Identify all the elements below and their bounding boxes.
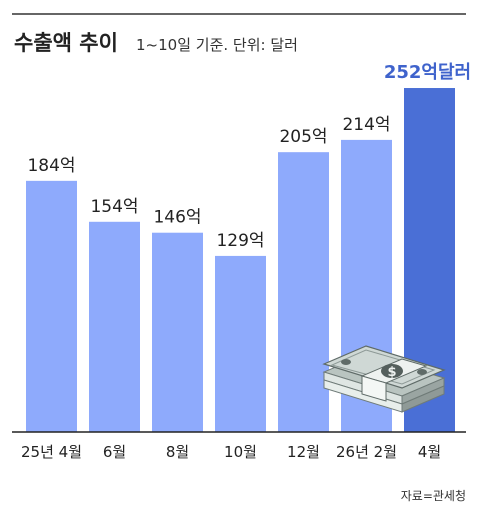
chart-subtitle: 1~10일 기준. 단위: 달러	[136, 36, 298, 54]
money-stack-icon: $	[322, 345, 446, 413]
bar-5	[278, 152, 329, 433]
category-label-5: 12월	[287, 443, 320, 461]
bars-group	[26, 88, 455, 433]
category-label-1: 25년 4월	[21, 443, 82, 461]
value-label-7: 252억달러	[384, 62, 471, 83]
category-label-2: 6월	[103, 443, 126, 461]
bar-4	[215, 255, 266, 432]
value-label-4: 129억	[216, 231, 264, 251]
value-label-6: 214억	[342, 115, 390, 135]
category-label-4: 10월	[224, 443, 257, 461]
chart-title: 수출액 추이	[14, 31, 118, 55]
value-label-5: 205억	[279, 127, 327, 147]
bar-2	[89, 221, 140, 432]
bar-1	[26, 180, 77, 432]
svg-text:$: $	[387, 365, 396, 380]
value-labels-group: 184억 154억 146억 129억 205억 214억 252억달러	[27, 62, 471, 251]
category-labels-group: 25년 4월 6월 8월 10월 12월 26년 2월 4월	[21, 443, 441, 461]
category-label-6: 26년 2월	[336, 443, 397, 461]
value-label-2: 154억	[90, 197, 138, 217]
category-label-7: 4월	[418, 443, 441, 461]
bar-3	[152, 232, 203, 432]
value-label-3: 146억	[153, 208, 201, 228]
category-label-3: 8월	[166, 443, 189, 461]
value-label-1: 184억	[27, 156, 75, 176]
source-note: 자료=관세청	[401, 489, 466, 503]
